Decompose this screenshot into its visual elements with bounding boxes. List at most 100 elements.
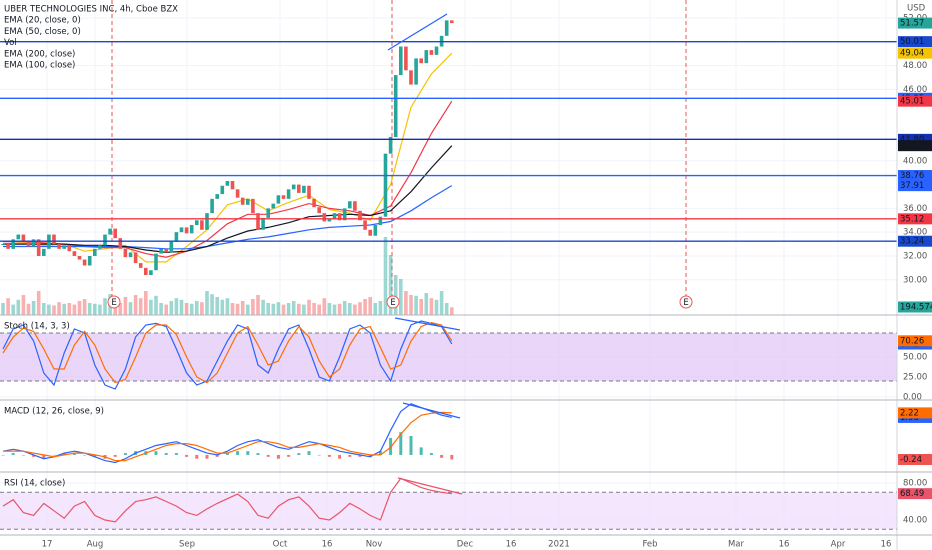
histogram-bar [185, 454, 189, 457]
volume-bar [424, 293, 429, 315]
event-label: E [111, 298, 116, 308]
indicator-line [2, 403, 452, 464]
plot-layer [0, 20, 897, 523]
volume-bar [174, 298, 179, 315]
candle [378, 216, 383, 226]
candle [312, 198, 316, 208]
histogram-bar [327, 454, 331, 457]
candle [302, 185, 306, 193]
histogram-bar [123, 453, 127, 455]
indicator-line [2, 477, 452, 523]
x-tick-label: Aug [87, 540, 104, 550]
volume-bar [21, 295, 26, 315]
histogram-bar [113, 454, 117, 457]
volume-bar [200, 302, 204, 315]
histogram-bar [297, 453, 301, 455]
last-value-label: 37.91 [900, 181, 924, 191]
volume-bar [450, 307, 454, 315]
volume-bar [215, 297, 219, 315]
histogram-bar [154, 451, 158, 455]
indicator-line [3, 411, 452, 462]
volume-bar [72, 304, 77, 315]
candle [108, 228, 112, 235]
candle [144, 267, 148, 276]
last-value-label: -0.24 [900, 455, 922, 465]
histogram-bar [32, 454, 36, 457]
level-label-bg [898, 235, 932, 247]
candle [230, 181, 235, 190]
volume-bar [388, 255, 393, 315]
volume-bar [235, 303, 240, 315]
volume-bar [26, 303, 31, 315]
y-tick-label: 36.00 [903, 204, 927, 214]
last-value-label-bg [898, 47, 932, 59]
volume-bar [16, 299, 21, 315]
candle [220, 185, 225, 195]
level-label-bg [898, 36, 932, 48]
x-tick-label: 17 [42, 540, 53, 550]
volume-bar [444, 303, 449, 315]
volume-bar [342, 301, 347, 315]
volume-label: 194.574K [900, 303, 932, 313]
candle [67, 245, 72, 252]
volume-bar [439, 291, 444, 315]
trend-line [387, 13, 448, 51]
candle [393, 75, 398, 137]
candle [450, 20, 454, 24]
y-tick-label: 25.00 [903, 373, 927, 383]
volume-bar [6, 298, 10, 315]
candle [337, 213, 342, 221]
volume-bar [271, 303, 276, 315]
volume-bar [281, 304, 286, 315]
candle [138, 263, 143, 268]
volume-bar [327, 303, 332, 315]
histogram-bar [215, 454, 219, 457]
x-tick-label: Feb [642, 540, 657, 550]
volume-bar [179, 299, 184, 315]
candle [240, 197, 245, 205]
band [0, 492, 897, 530]
histogram-bar [358, 454, 362, 457]
volume-bar [123, 297, 128, 315]
histogram-bar [1, 454, 5, 456]
candle [419, 58, 423, 64]
event-marker [107, 295, 121, 309]
candle [404, 46, 408, 71]
indicator-line [3, 145, 453, 254]
y-tick-label: 34.00 [903, 228, 927, 238]
candle [57, 244, 61, 249]
candle [414, 58, 418, 85]
volume-bar [77, 301, 82, 315]
candle [77, 255, 82, 260]
candle [210, 198, 214, 214]
volume-bar [93, 303, 97, 315]
candle [113, 228, 117, 239]
event-label: E [390, 298, 395, 308]
candle [297, 184, 301, 193]
level-label: 33.24 [900, 237, 924, 247]
candle [93, 248, 97, 256]
x-tick-label: Mar [728, 540, 745, 550]
volume-bar [220, 299, 225, 315]
volume-bar [302, 304, 306, 315]
histogram-bar [11, 453, 15, 455]
histogram-bar [205, 454, 209, 459]
histogram-bar [399, 432, 403, 455]
candle [21, 234, 26, 242]
candle [358, 210, 362, 221]
volume-bar [404, 291, 408, 315]
candle [205, 213, 209, 230]
candle [128, 252, 133, 258]
candle [82, 259, 87, 266]
volume-bar [368, 297, 372, 315]
candle [164, 248, 168, 253]
histogram-bar [42, 454, 46, 459]
candle [154, 253, 158, 271]
volume-bar [414, 295, 418, 315]
volume-bar [36, 291, 41, 315]
y-tick-label: 40.00 [903, 516, 927, 526]
candle [342, 208, 347, 221]
x-tick-label: Sep [179, 540, 195, 550]
histogram-bar [52, 454, 56, 456]
